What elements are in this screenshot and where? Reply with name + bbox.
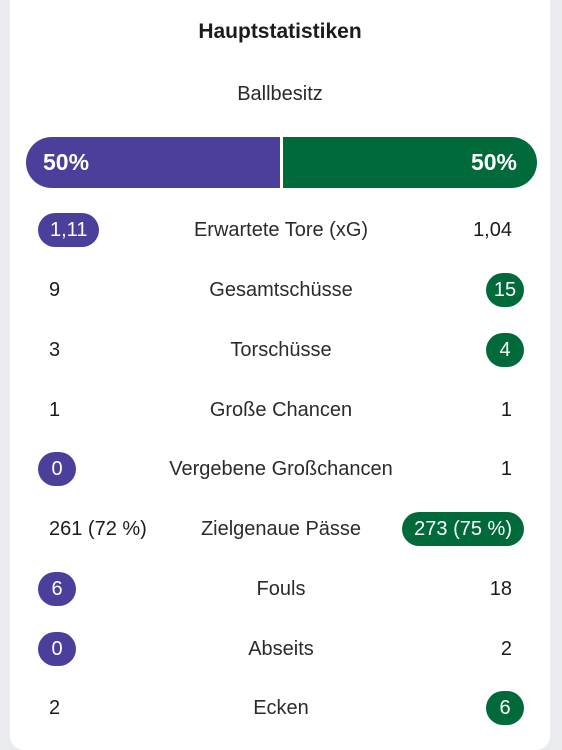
stat-away-value: 1,04 (473, 219, 512, 241)
stat-row-vergebene-grosschancen: 0 1 Vergebene Großchancen (0, 449, 562, 489)
stat-row-torschuesse: 3 4 Torschüsse (0, 330, 562, 370)
stat-away-value: 15 (486, 273, 524, 307)
stat-away-value: 4 (486, 333, 524, 367)
stat-away-value: 6 (486, 691, 524, 725)
stat-away-value: 18 (489, 578, 512, 600)
stat-away-value: 1 (500, 458, 512, 480)
stat-label: Erwartete Tore (xG) (193, 219, 369, 241)
stat-home-value: 261 (72 %) (49, 518, 147, 540)
stat-home-value: 1,11 (38, 213, 100, 247)
stat-label: Abseits (248, 638, 314, 660)
stat-label: Zielgenaue Pässe (200, 518, 362, 540)
stat-label: Fouls (256, 578, 306, 600)
main-stats-card: Hauptstatistiken Ballbesitz 50% 50% (10, 0, 550, 750)
stat-row-abseits: 0 2 Abseits (0, 629, 562, 669)
stat-row-zielgenaue-paesse: 261 (72 %) 273 (75 %) Zielgenaue Pässe (0, 509, 562, 549)
possession-label: Ballbesitz (237, 83, 323, 105)
stat-home-value: 0 (38, 632, 76, 666)
stat-row-gesamtschuesse: 9 15 Gesamtschüsse (0, 270, 562, 310)
possession-home-value: 50% (43, 149, 90, 175)
stat-home-value: 3 (49, 339, 61, 361)
stat-row-erwartete-tore-xg: 1,11 1,04 Erwartete Tore (xG) (0, 210, 562, 250)
stat-home-value: 6 (38, 572, 76, 606)
stat-away-value: 2 (500, 638, 512, 660)
stat-away-value: 1 (500, 399, 512, 421)
stat-home-value: 9 (49, 279, 61, 301)
stat-away-value: 273 (75 %) (402, 512, 524, 546)
stat-row-ecken: 2 6 Ecken (0, 688, 562, 728)
stat-row-grosse-chancen: 1 1 Große Chancen (0, 390, 562, 430)
stat-home-value: 2 (49, 697, 61, 719)
stat-home-value: 1 (49, 399, 61, 421)
possession-home-segment: 50% (26, 137, 280, 188)
possession-away-segment: 50% (283, 137, 537, 188)
stat-home-value: 0 (38, 452, 76, 486)
possession-bar: 50% 50% (26, 137, 537, 188)
possession-divider (279, 137, 284, 188)
stat-label: Ecken (253, 697, 309, 719)
card-title: Hauptstatistiken (198, 20, 362, 43)
stat-label: Vergebene Großchancen (169, 458, 393, 480)
stat-label: Gesamtschüsse (209, 279, 353, 301)
stat-label: Große Chancen (209, 399, 353, 421)
stat-row-fouls: 6 18 Fouls (0, 569, 562, 609)
possession-away-value: 50% (470, 149, 517, 175)
stat-label: Torschüsse (230, 339, 332, 361)
